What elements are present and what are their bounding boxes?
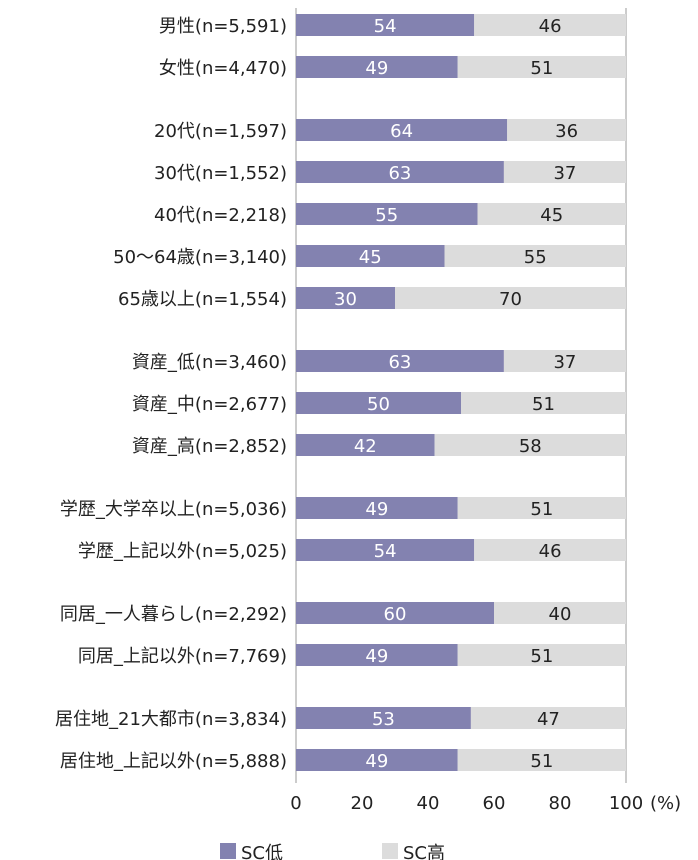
bar-sc-low (296, 434, 435, 456)
data-label: 51 (532, 394, 555, 415)
bar-sc-low (296, 14, 475, 36)
data-label: 55 (375, 205, 398, 226)
data-label: 36 (555, 121, 578, 142)
data-label: 50 (367, 394, 390, 415)
bar-sc-high (434, 434, 626, 456)
legend-label: SC高 (403, 843, 445, 860)
data-label: 54 (374, 16, 397, 37)
data-label: 49 (365, 646, 388, 667)
category-label: 学歴_上記以外(n=5,025) (78, 541, 287, 562)
category-label: 40代(n=2,218) (154, 205, 287, 226)
bar-sc-low (296, 119, 508, 141)
data-label: 64 (390, 121, 413, 142)
x-tick-label: 60 (483, 793, 506, 814)
data-label: 40 (549, 604, 572, 625)
data-label: 58 (519, 436, 542, 457)
data-label: 63 (388, 163, 411, 184)
x-tick-label: 80 (549, 793, 572, 814)
x-tick-label: 100 (609, 793, 643, 814)
legend-label: SC低 (241, 843, 283, 860)
bar-sc-high (395, 287, 626, 309)
x-tick-label: 20 (351, 793, 374, 814)
bar-sc-low (296, 749, 458, 771)
category-label: 資産_高(n=2,852) (132, 436, 287, 457)
bar-sc-high (457, 497, 626, 519)
bar-sc-high (474, 14, 626, 36)
bar-sc-low (296, 287, 395, 309)
bar-sc-low (296, 707, 471, 729)
legend-swatch-sc-high (382, 843, 398, 859)
bar-sc-low (296, 602, 494, 624)
data-label: 51 (530, 751, 553, 772)
bar-sc-high (503, 350, 626, 372)
data-label: 45 (540, 205, 563, 226)
bar-sc-high (494, 602, 626, 624)
category-label: 男性(n=5,591) (159, 16, 287, 37)
x-tick-label: 0 (290, 793, 301, 814)
data-label: 53 (372, 709, 395, 730)
bar-sc-low (296, 161, 504, 183)
bar-sc-low (296, 350, 504, 372)
bar-sc-low (296, 245, 445, 267)
bar-sc-low (296, 497, 458, 519)
data-label: 46 (539, 16, 562, 37)
x-tick-label: 40 (417, 793, 440, 814)
bar-sc-low (296, 539, 475, 561)
bar-sc-high (457, 749, 626, 771)
data-label: 37 (553, 163, 576, 184)
data-label: 45 (359, 247, 382, 268)
category-label: 同居_上記以外(n=7,769) (78, 646, 287, 667)
category-label: 65歳以上(n=1,554) (118, 289, 287, 310)
category-label: 資産_低(n=3,460) (132, 352, 287, 373)
bar-sc-high (477, 203, 626, 225)
legend-swatch-sc-low (220, 843, 236, 859)
category-label: 30代(n=1,552) (154, 163, 287, 184)
category-label: 同居_一人暮らし(n=2,292) (60, 604, 287, 625)
bar-sc-low (296, 392, 461, 414)
category-label: 居住地_21大都市(n=3,834) (55, 709, 287, 730)
category-label: 居住地_上記以外(n=5,888) (60, 751, 287, 772)
data-label: 49 (365, 751, 388, 772)
data-label: 51 (530, 499, 553, 520)
data-label: 46 (539, 541, 562, 562)
data-label: 55 (524, 247, 547, 268)
data-label: 51 (530, 58, 553, 79)
bar-sc-high (503, 161, 626, 183)
category-label: 20代(n=1,597) (154, 121, 287, 142)
data-label: 42 (354, 436, 377, 457)
bar-sc-low (296, 644, 458, 666)
category-label: 50〜64歳(n=3,140) (113, 247, 287, 268)
bar-sc-high (461, 392, 626, 414)
data-label: 49 (365, 58, 388, 79)
bar-sc-low (296, 203, 478, 225)
data-label: 70 (499, 289, 522, 310)
data-label: 47 (537, 709, 560, 730)
bar-sc-high (444, 245, 626, 267)
category-label: 資産_中(n=2,677) (132, 394, 287, 415)
category-label: 学歴_大学卒以上(n=5,036) (60, 499, 287, 520)
x-axis-unit: (%) (650, 793, 681, 814)
bar-sc-high (507, 119, 626, 141)
bar-sc-high (457, 56, 626, 78)
bar-sc-low (296, 56, 458, 78)
category-label: 女性(n=4,470) (159, 58, 287, 79)
bar-sc-high (457, 644, 626, 666)
data-label: 60 (384, 604, 407, 625)
data-label: 54 (374, 541, 397, 562)
data-label: 49 (365, 499, 388, 520)
data-label: 51 (530, 646, 553, 667)
data-label: 30 (334, 289, 357, 310)
bar-sc-high (474, 539, 626, 561)
bar-sc-high (470, 707, 626, 729)
data-label: 63 (388, 352, 411, 373)
data-label: 37 (553, 352, 576, 373)
